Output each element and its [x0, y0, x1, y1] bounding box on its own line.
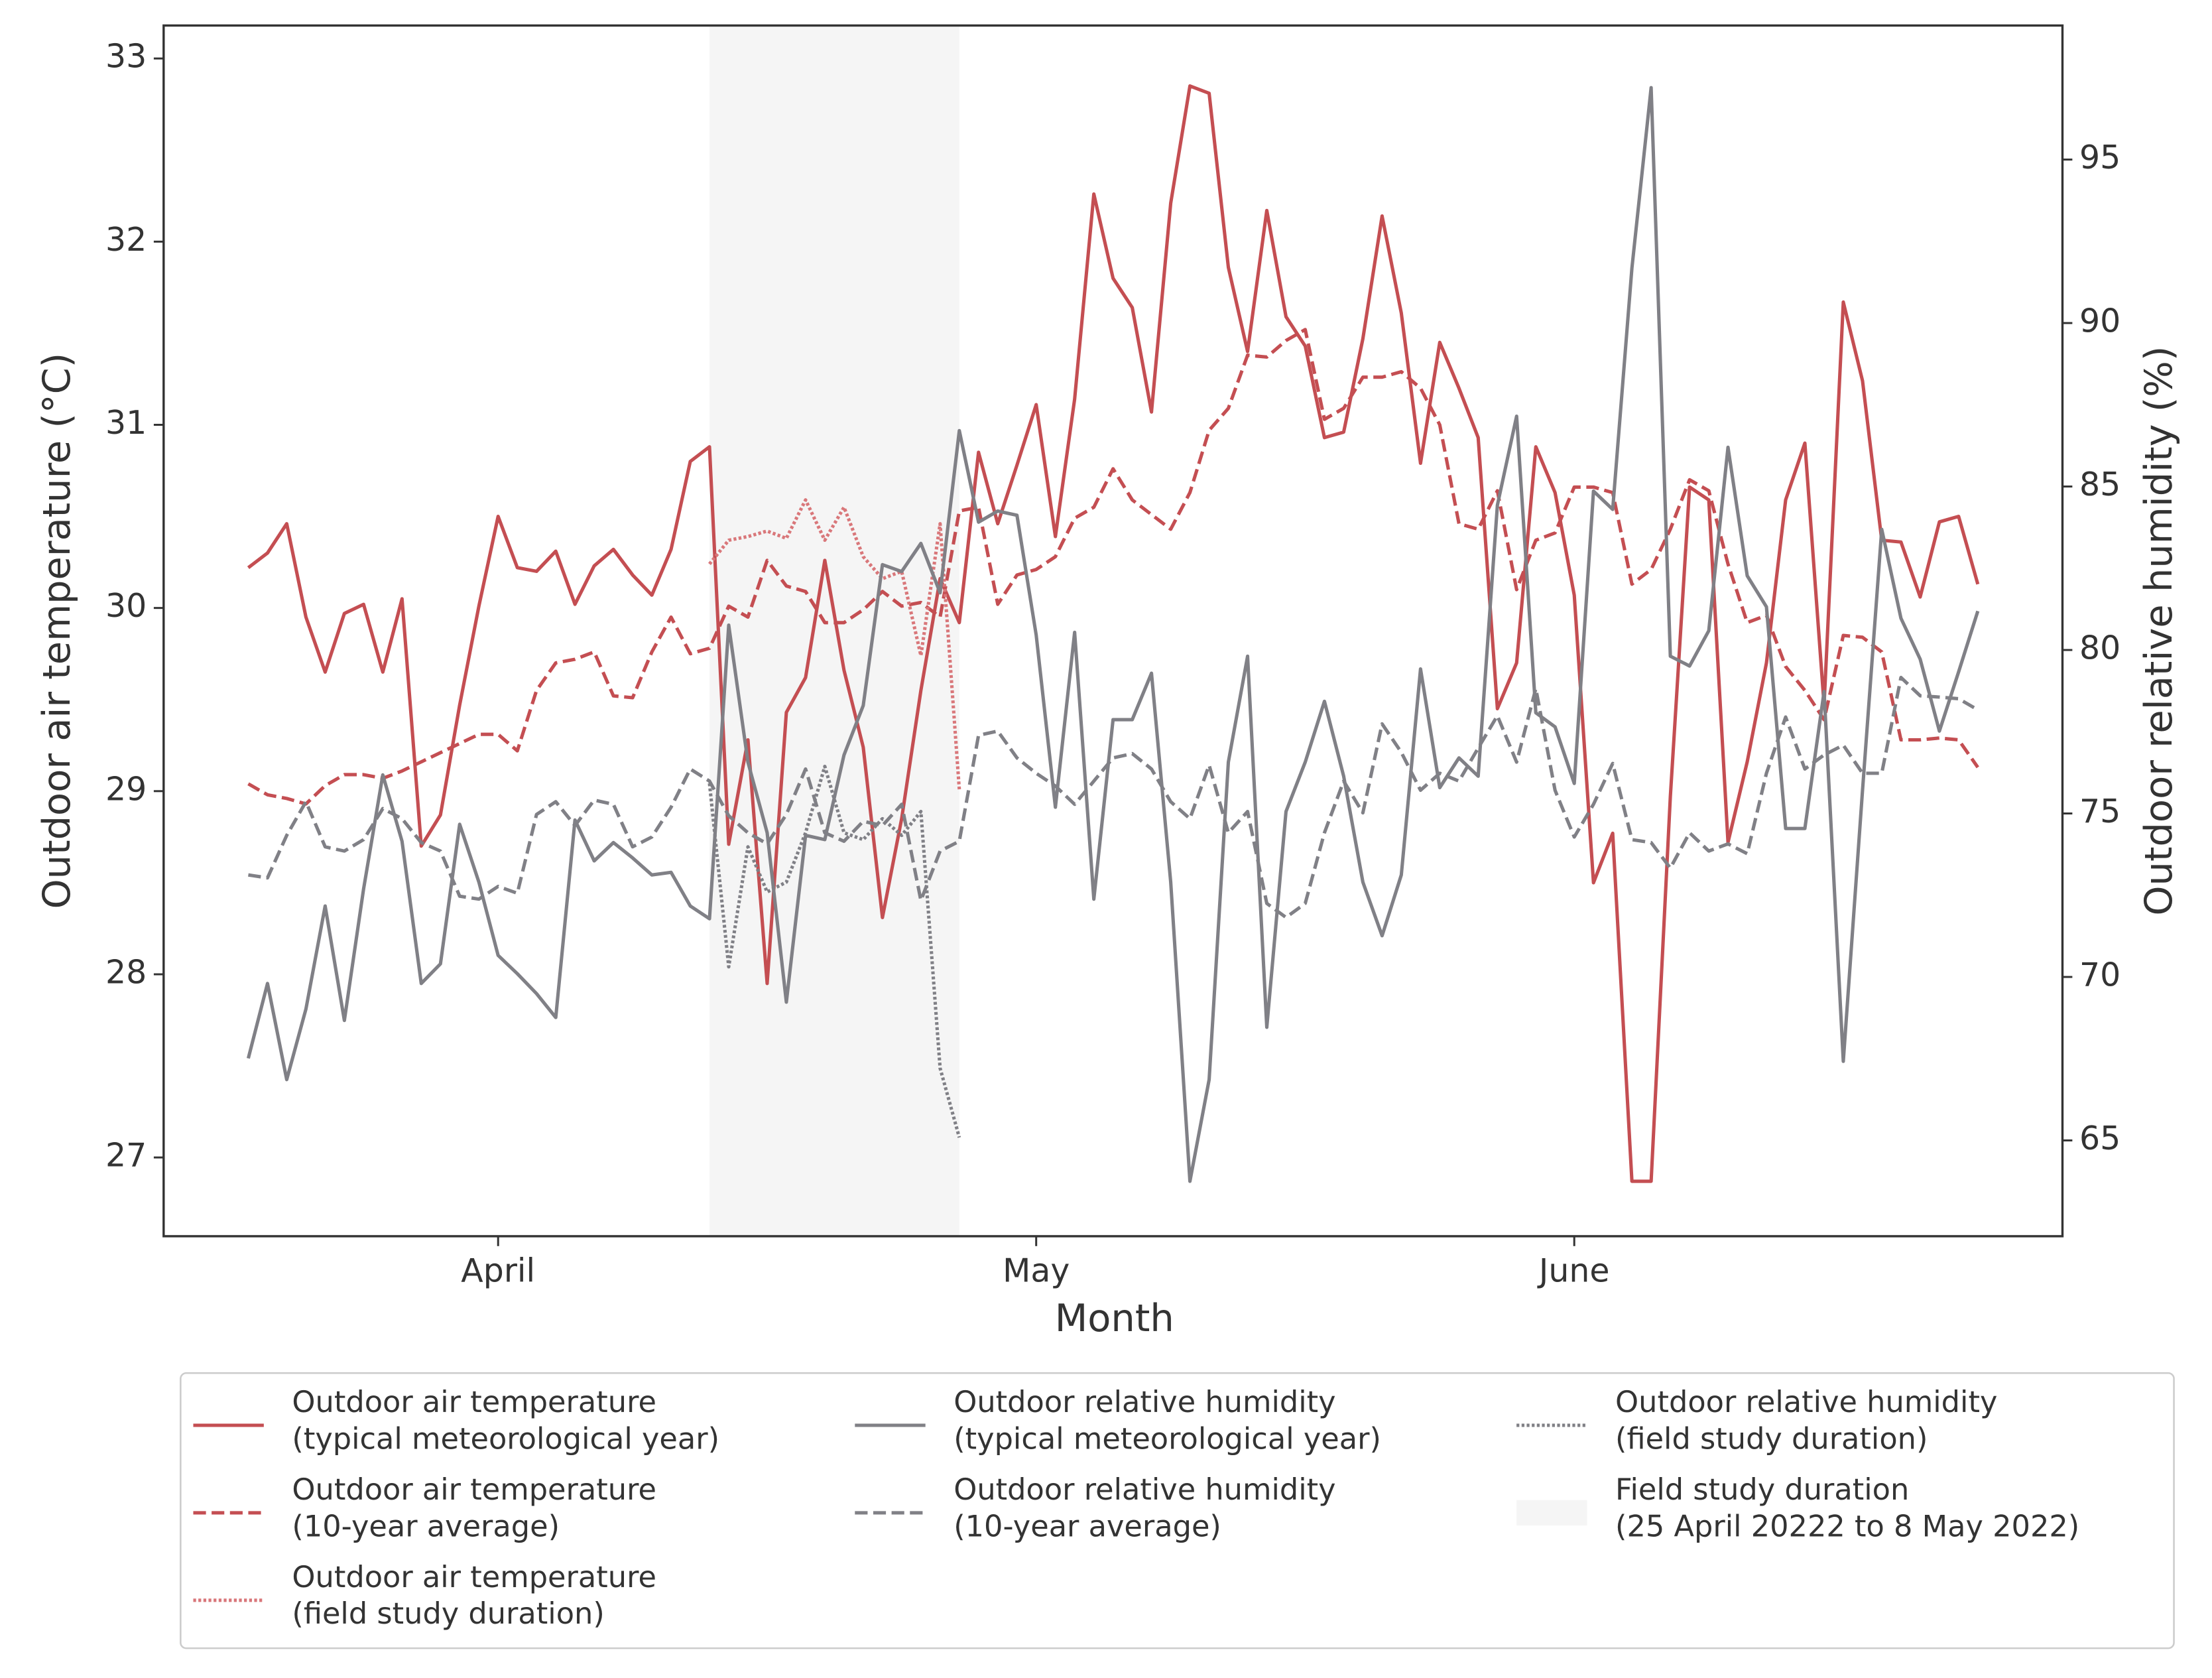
y2-tick-label: 95 [2079, 139, 2120, 176]
y-tick-label: 32 [105, 221, 147, 259]
y-tick-label: 33 [105, 38, 147, 76]
legend-label: Field study duration (25 April 20222 to 8… [1615, 1472, 2079, 1543]
legend-box [180, 1372, 2175, 1649]
x-axis-label: Month [1055, 1296, 1174, 1340]
legend-label: Outdoor relative humidity (10-year averag… [953, 1472, 1335, 1543]
y2-tick-label: 85 [2079, 466, 2120, 503]
y-axis-label: Outdoor air temperature (°C) [34, 353, 79, 909]
x-tick-label: May [1003, 1252, 1070, 1290]
data-line [247, 328, 1979, 806]
plot-frame [162, 24, 2064, 1238]
data-line [246, 86, 1980, 1183]
legend-swatch [1516, 1500, 1587, 1526]
y2-tick-label: 75 [2079, 793, 2120, 830]
y-tick-label: 27 [105, 1137, 147, 1175]
legend-label: Outdoor air temperature (field study dura… [292, 1560, 656, 1631]
data-line [707, 764, 961, 1138]
data-line [248, 675, 1979, 919]
y-tick-label: 28 [105, 953, 147, 991]
y2-tick-label: 80 [2079, 629, 2120, 667]
shaded-span [709, 25, 959, 1236]
y-tick-label: 29 [105, 770, 147, 808]
legend-label: Outdoor relative humidity (field study du… [1615, 1385, 1997, 1456]
data-line [708, 498, 961, 790]
legend-label: Outdoor air temperature (typical meteorol… [292, 1385, 719, 1456]
y-tick-label: 31 [105, 404, 147, 442]
x-tick-label: June [1537, 1252, 1610, 1290]
y2-tick-label: 65 [2079, 1120, 2120, 1157]
y2-tick-label: 90 [2079, 302, 2120, 340]
data-line [247, 84, 1980, 1183]
y2-tick-label: 70 [2079, 956, 2120, 994]
x-tick-label: April [461, 1252, 535, 1290]
y2-axis-label: Outdoor relative humidity (%) [2136, 346, 2181, 916]
legend-label: Outdoor relative humidity (typical meteor… [953, 1385, 1381, 1456]
y-tick-label: 30 [105, 587, 147, 625]
legend-label: Outdoor air temperature (10-year average) [292, 1472, 656, 1543]
